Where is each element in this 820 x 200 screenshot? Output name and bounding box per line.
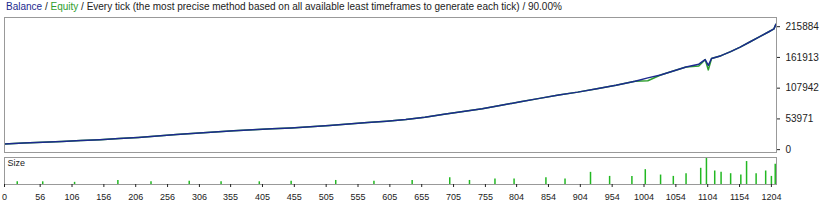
svg-text:0: 0	[786, 144, 792, 154]
svg-text:1104: 1104	[698, 192, 717, 200]
svg-text:355: 355	[223, 192, 238, 200]
svg-text:0: 0	[2, 192, 7, 200]
svg-text:505: 505	[319, 192, 334, 200]
svg-text:755: 755	[478, 192, 493, 200]
svg-text:306: 306	[192, 192, 207, 200]
svg-text:Size: Size	[8, 158, 26, 168]
svg-text:161913: 161913	[786, 52, 820, 63]
svg-text:107942: 107942	[786, 82, 820, 93]
svg-text:53971: 53971	[786, 113, 814, 124]
svg-text:106: 106	[65, 192, 80, 200]
svg-text:1054: 1054	[666, 192, 686, 200]
svg-text:705: 705	[446, 192, 461, 200]
svg-text:605: 605	[382, 192, 397, 200]
svg-text:804: 804	[509, 192, 524, 200]
svg-text:954: 954	[605, 192, 620, 200]
svg-text:215884: 215884	[786, 21, 820, 32]
svg-text:256: 256	[160, 192, 175, 200]
svg-text:1154: 1154	[730, 192, 749, 200]
svg-text:904: 904	[573, 192, 588, 200]
svg-text:655: 655	[414, 192, 429, 200]
svg-text:1204: 1204	[761, 192, 781, 200]
svg-text:405: 405	[255, 192, 270, 200]
svg-text:206: 206	[128, 192, 143, 200]
svg-text:455: 455	[287, 192, 302, 200]
html-text:Balance / Equity / Every tick: Balance / Equity / Every tick (the most …	[6, 1, 562, 12]
svg-text:854: 854	[541, 192, 556, 200]
svg-text:555: 555	[350, 192, 365, 200]
svg-text:1004: 1004	[634, 192, 654, 200]
svg-text:156: 156	[96, 192, 111, 200]
svg-text:56: 56	[35, 192, 45, 200]
